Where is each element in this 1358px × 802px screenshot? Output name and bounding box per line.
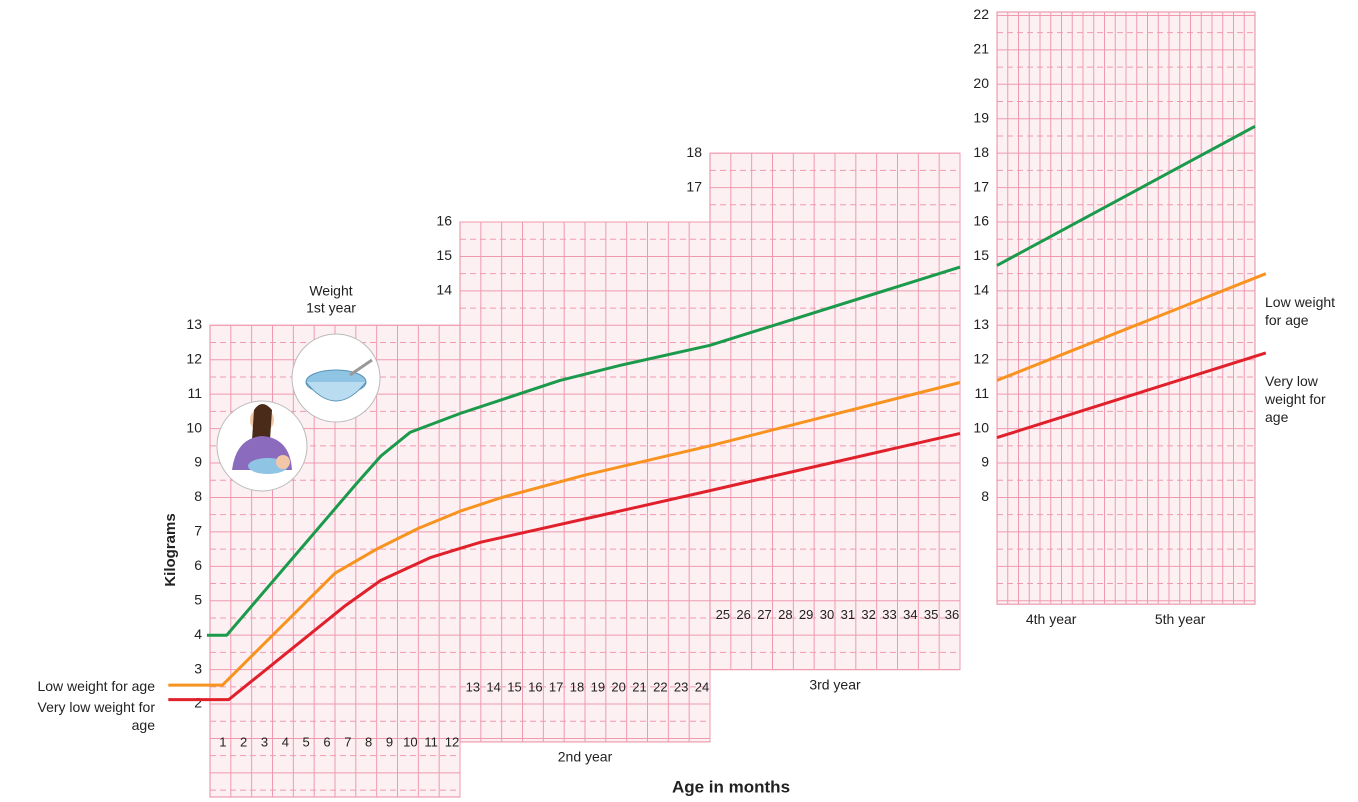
y-tick-label: 20 <box>973 75 989 91</box>
x-tick-label: 4 <box>282 734 289 749</box>
y-tick-label: 8 <box>194 488 202 504</box>
x-tick-label: 23 <box>674 679 688 694</box>
y-tick-label: 18 <box>686 144 702 160</box>
panel-label: 5th year <box>1155 611 1206 627</box>
x-tick-label: 35 <box>924 607 938 622</box>
panel-label: 2nd year <box>558 749 613 765</box>
x-tick-label: 9 <box>386 734 393 749</box>
x-tick-label: 15 <box>507 679 521 694</box>
x-tick-label: 27 <box>757 607 771 622</box>
x-tick-label: 3 <box>261 734 268 749</box>
panel-label: 3rd year <box>809 676 861 692</box>
y-tick-label: 2 <box>194 695 202 711</box>
x-tick-label: 30 <box>820 607 834 622</box>
x-tick-label: 1 <box>219 734 226 749</box>
y-tick-label: 4 <box>194 626 202 642</box>
series-line <box>206 124 1256 637</box>
x-tick-label: 33 <box>882 607 896 622</box>
y-tick-label: 9 <box>981 454 989 470</box>
x-tick-label: 16 <box>528 679 542 694</box>
x-tick-label: 29 <box>799 607 813 622</box>
y-tick-label: 16 <box>436 213 452 229</box>
y-tick-label: 16 <box>973 213 989 229</box>
x-tick-label: 10 <box>403 734 417 749</box>
y-tick-label: 3 <box>194 660 202 676</box>
x-tick-label: 24 <box>695 679 709 694</box>
series-line <box>168 351 1267 702</box>
x-tick-label: 31 <box>841 607 855 622</box>
icon-mother <box>216 400 308 492</box>
x-tick-label: 19 <box>591 679 605 694</box>
y-tick-label: 19 <box>973 109 989 125</box>
x-tick-label: 2 <box>240 734 247 749</box>
x-tick-label: 32 <box>861 607 875 622</box>
chart-title: Weight <box>309 283 352 299</box>
x-tick-label: 26 <box>736 607 750 622</box>
y-tick-label: 17 <box>686 178 702 194</box>
y-tick-label: 15 <box>973 247 989 263</box>
y-tick-label: 13 <box>186 316 202 332</box>
x-tick-label: 14 <box>486 679 500 694</box>
x-tick-label: 36 <box>945 607 959 622</box>
panel-label: 1st year <box>306 300 356 316</box>
panel-label: 4th year <box>1026 611 1077 627</box>
y-tick-label: 8 <box>981 488 989 504</box>
x-tick-label: 22 <box>653 679 667 694</box>
x-tick-label: 5 <box>303 734 310 749</box>
y-tick-label: 14 <box>436 282 452 298</box>
series-line <box>168 272 1267 687</box>
y-tick-label: 14 <box>973 282 989 298</box>
y-tick-label: 10 <box>186 419 202 435</box>
x-tick-label: 34 <box>903 607 917 622</box>
x-tick-label: 17 <box>549 679 563 694</box>
x-tick-label: 28 <box>778 607 792 622</box>
y-tick-label: 18 <box>973 144 989 160</box>
icon-bowl <box>291 333 381 423</box>
y-tick-label: 15 <box>436 247 452 263</box>
legend-left-low: Low weight for age <box>37 678 155 694</box>
legend-left-very-low: Very low weight for age <box>37 699 156 733</box>
x-tick-label: 12 <box>445 734 459 749</box>
x-tick-label: 6 <box>323 734 330 749</box>
x-tick-label: 8 <box>365 734 372 749</box>
y-tick-label: 7 <box>194 523 202 539</box>
y-tick-label: 5 <box>194 591 202 607</box>
y-tick-label: 10 <box>973 419 989 435</box>
y-tick-label: 11 <box>974 385 989 401</box>
y-tick-label: 21 <box>973 41 989 57</box>
y-tick-label: 17 <box>973 178 989 194</box>
x-axis-label: Age in months <box>672 777 790 796</box>
legend-right-very-low: Very low weight for age <box>1265 373 1326 425</box>
y-tick-label: 11 <box>187 385 202 401</box>
x-tick-label: 20 <box>611 679 625 694</box>
y-tick-label: 13 <box>973 316 989 332</box>
y-tick-label: 22 <box>973 6 989 22</box>
y-tick-label: 12 <box>186 350 202 366</box>
x-tick-label: 7 <box>344 734 351 749</box>
y-tick-label: 6 <box>194 557 202 573</box>
x-tick-label: 13 <box>466 679 480 694</box>
x-tick-label: 18 <box>570 679 584 694</box>
x-tick-label: 11 <box>424 734 438 749</box>
y-axis-label: Kilograms <box>162 513 179 586</box>
x-tick-label: 21 <box>632 679 646 694</box>
x-tick-label: 25 <box>716 607 730 622</box>
y-tick-label: 12 <box>973 350 989 366</box>
legend-right-low: Low weight for age <box>1265 294 1336 328</box>
y-tick-label: 9 <box>194 454 202 470</box>
